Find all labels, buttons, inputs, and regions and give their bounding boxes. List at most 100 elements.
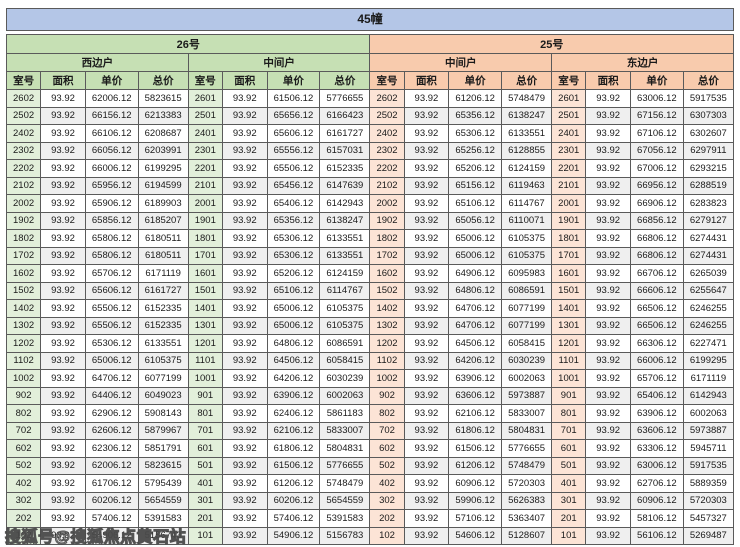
total-price-cell: 6293215 xyxy=(682,159,735,178)
room-cell: 401 xyxy=(187,474,223,493)
room-cell: 2402 xyxy=(5,124,42,143)
total-price-cell: 5861183 xyxy=(319,404,371,423)
unit-price-cell: 61506.12 xyxy=(448,439,502,458)
total-price-cell: 5945711 xyxy=(682,439,735,458)
unit-price-cell: 63006.12 xyxy=(630,456,684,475)
room-cell: 202 xyxy=(369,509,405,528)
total-price-cell: 5917535 xyxy=(682,456,735,475)
room-cell: 2402 xyxy=(369,124,405,143)
unit-price-cell: 66006.12 xyxy=(630,351,684,370)
total-price-cell: 6265039 xyxy=(682,264,735,283)
unit-price-cell: 67156.12 xyxy=(630,106,684,125)
unit-price-cell: 66806.12 xyxy=(630,229,684,248)
room-cell: 1302 xyxy=(369,316,405,335)
area-cell: 93.92 xyxy=(403,246,450,265)
room-cell: 902 xyxy=(5,386,42,405)
area-cell: 93.92 xyxy=(221,159,268,178)
room-cell: 1802 xyxy=(369,229,405,248)
total-price-cell: 6185207 xyxy=(137,211,189,230)
room-cell: 201 xyxy=(187,509,223,528)
unit-price-cell: 59906.12 xyxy=(448,491,502,510)
area-cell: 93.92 xyxy=(40,439,86,458)
unit-price-cell: 65806.12 xyxy=(84,229,139,248)
total-price-cell: 5833007 xyxy=(500,404,553,423)
area-cell: 93.92 xyxy=(403,404,450,423)
total-price-cell: 6133551 xyxy=(319,246,371,265)
area-cell: 93.92 xyxy=(221,229,268,248)
room-cell: 1102 xyxy=(5,351,42,370)
area-header: 面积 xyxy=(40,71,86,90)
unit-price-cell: 54906.12 xyxy=(84,526,139,545)
unit-price-cell: 65306.12 xyxy=(84,334,139,353)
total-price-cell: 6138247 xyxy=(319,211,371,230)
unit-price-cell: 61806.12 xyxy=(266,439,321,458)
unit-price-cell: 62106.12 xyxy=(266,421,321,440)
area-cell: 93.92 xyxy=(40,369,86,388)
unit-price-cell: 60206.12 xyxy=(84,491,139,510)
unit-price-cell: 64506.12 xyxy=(448,334,502,353)
area-header: 面积 xyxy=(221,71,268,90)
unit-price-cell: 57106.12 xyxy=(448,509,502,528)
unit-price-cell: 64706.12 xyxy=(448,299,502,318)
area-header: 面积 xyxy=(403,71,450,90)
area-cell: 93.92 xyxy=(403,456,450,475)
total-price-cell: 5128607 xyxy=(500,526,553,545)
room-cell: 1201 xyxy=(187,334,223,353)
unit-price-cell: 66806.12 xyxy=(630,246,684,265)
area-cell: 93.92 xyxy=(585,229,632,248)
room-cell: 2102 xyxy=(5,176,42,195)
table-row: 2302 93.92 66056.12 6203991 2301 93.92 65556.1… xyxy=(5,141,735,160)
room-cell: 202 xyxy=(5,509,42,528)
building-title: 45幢 xyxy=(6,8,734,31)
building-26-header: 26号 xyxy=(5,34,371,54)
area-cell: 93.92 xyxy=(221,351,268,370)
room-cell: 1802 xyxy=(5,229,42,248)
total-price-cell: 5823615 xyxy=(137,456,189,475)
total-price-cell: 5823615 xyxy=(137,89,189,108)
unit-price-cell: 58106.12 xyxy=(630,509,684,528)
total-price-cell: 5626383 xyxy=(500,491,553,510)
price-table: 26号 25号 西边户 中间户 中间户 东边户 室号 面积 单价 总价 室号 面积 单价 总价… xyxy=(5,34,735,545)
room-cell: 1002 xyxy=(5,369,42,388)
total-price-cell: 5720303 xyxy=(500,474,553,493)
total-price-cell: 6110071 xyxy=(500,211,553,230)
area-cell: 93.92 xyxy=(585,439,632,458)
total-price-cell: 5795439 xyxy=(137,474,189,493)
unit-price-cell: 63306.12 xyxy=(630,439,684,458)
area-cell: 93.92 xyxy=(221,491,268,510)
table-row: 1202 93.92 65306.12 6133551 1201 93.92 64806.1… xyxy=(5,334,735,353)
room-cell: 301 xyxy=(551,491,587,510)
room-cell: 1002 xyxy=(369,369,405,388)
room-cell: 2301 xyxy=(551,141,587,160)
total-price-cell: 6058415 xyxy=(500,334,553,353)
total-price-cell: 5776655 xyxy=(319,89,371,108)
area-cell: 93.92 xyxy=(585,281,632,300)
room-cell: 1702 xyxy=(5,246,42,265)
room-cell: 1701 xyxy=(551,246,587,265)
total-price-cell: 6002063 xyxy=(500,369,553,388)
room-cell: 2602 xyxy=(369,89,405,108)
room-cell: 2601 xyxy=(187,89,223,108)
table-row: 1902 93.92 65856.12 6185207 1901 93.92 65356.1… xyxy=(5,211,735,230)
area-cell: 93.92 xyxy=(403,334,450,353)
total-price-header: 总价 xyxy=(137,71,189,90)
total-price-cell: 6114767 xyxy=(500,194,553,213)
total-price-cell: 6157031 xyxy=(319,141,371,160)
unit-price-cell: 61506.12 xyxy=(266,89,321,108)
total-price-cell: 6142943 xyxy=(319,194,371,213)
unit-price-cell: 57406.12 xyxy=(266,509,321,528)
area-cell: 93.92 xyxy=(221,299,268,318)
room-cell: 2202 xyxy=(369,159,405,178)
table-row: 2502 93.92 66156.12 6213383 2501 93.92 65656.1… xyxy=(5,106,735,125)
area-cell: 93.92 xyxy=(403,229,450,248)
room-cell: 2001 xyxy=(551,194,587,213)
area-cell: 93.92 xyxy=(40,211,86,230)
area-cell: 93.92 xyxy=(221,246,268,265)
room-cell: 2101 xyxy=(551,176,587,195)
room-cell: 502 xyxy=(369,456,405,475)
room-cell: 1902 xyxy=(369,211,405,230)
unit-price-cell: 65006.12 xyxy=(448,229,502,248)
area-cell: 93.92 xyxy=(403,89,450,108)
total-price-cell: 6171119 xyxy=(682,369,735,388)
area-cell: 93.92 xyxy=(585,194,632,213)
